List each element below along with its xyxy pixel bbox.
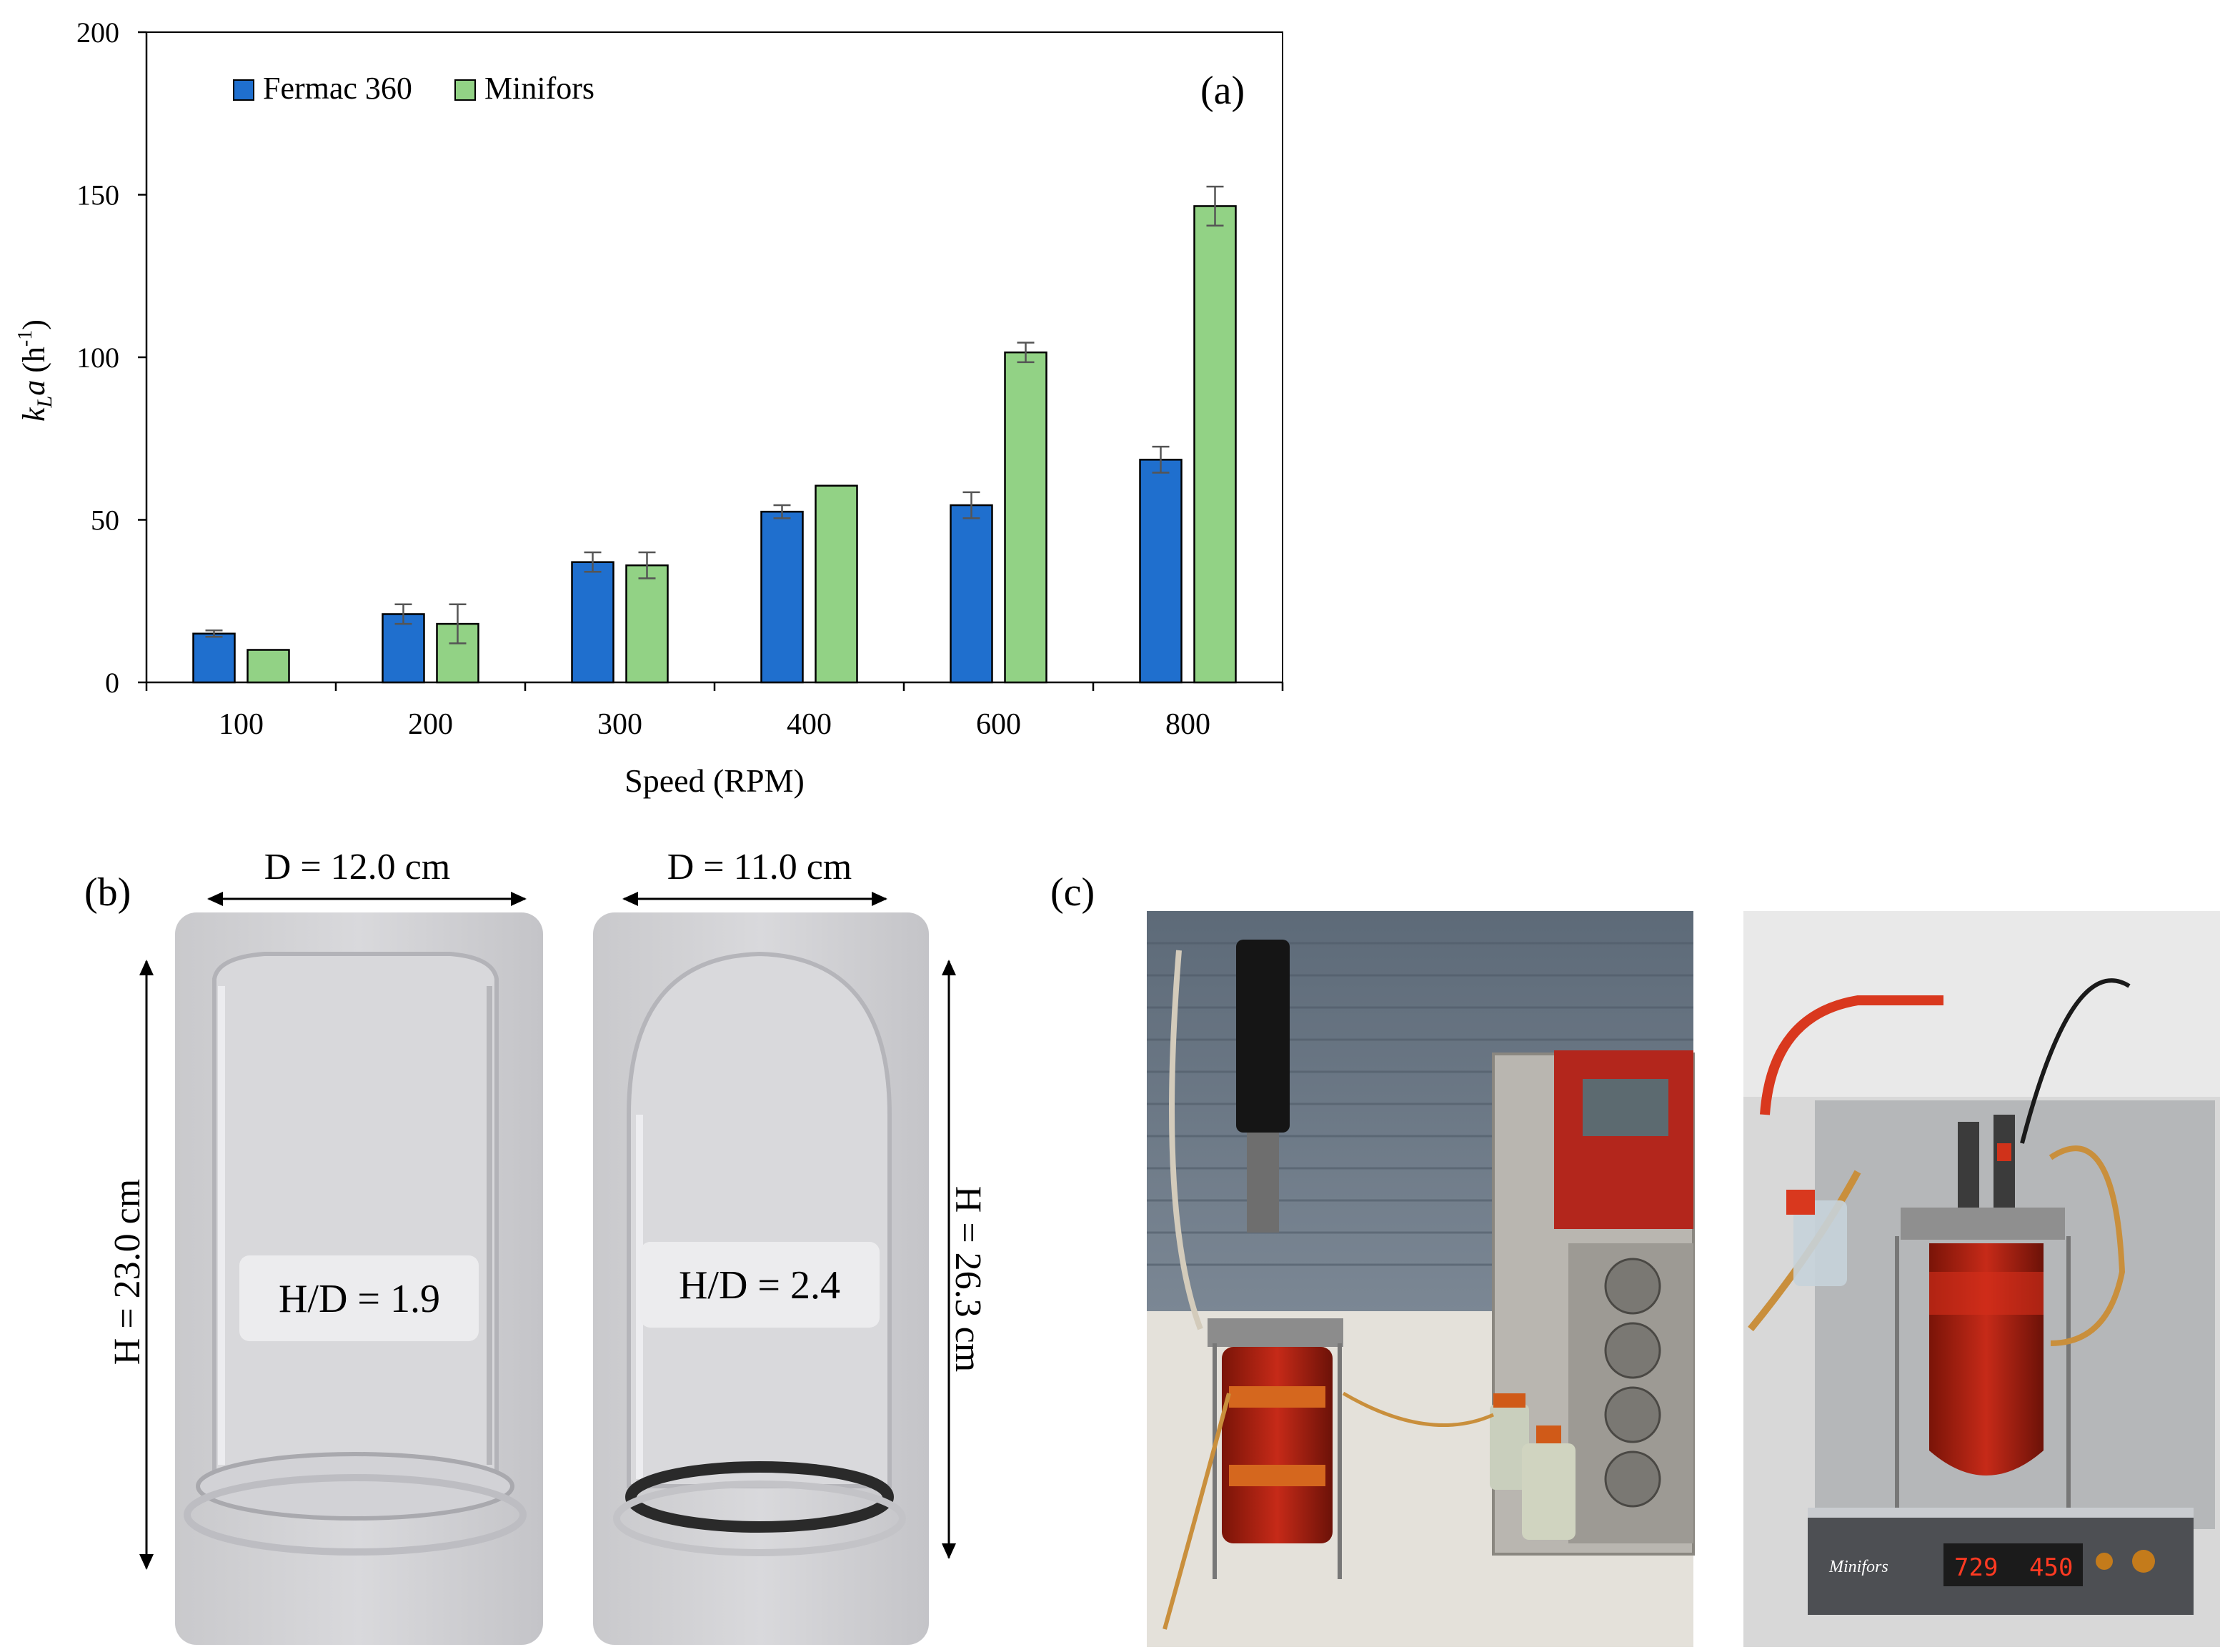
chart-panel-a: 0 50 100 150 200 100 200 300 400 600 800 Fermac 3… (14, 16, 1284, 799)
x-tick-label: 300 (597, 708, 642, 741)
x-tick-label: 600 (976, 708, 1021, 741)
legend-label-minifors: Minifors (484, 71, 594, 106)
vessel-2-height-arrow (942, 960, 956, 1559)
minifors-brand-label: Minifors (1828, 1558, 1888, 1576)
y-tick-label: 150 (76, 179, 119, 212)
panel-label-b: (b) (84, 870, 131, 915)
plot-frame (146, 31, 1283, 683)
vessel-2-diameter: D = 11.0 cm (667, 847, 852, 887)
vessel-1-ratio: H/D = 1.9 (279, 1277, 440, 1321)
photo-fermac-360 (1147, 911, 1695, 1647)
vessel-2-height: H = 26.3 cm (947, 1186, 988, 1372)
x-tick-label: 200 (408, 708, 453, 741)
y-tick-label: 50 (91, 504, 119, 537)
bar-minifors-600 (1004, 351, 1047, 684)
error-bar-minifors-600 (1017, 342, 1035, 364)
bar-minifors-100 (247, 649, 290, 684)
vessel-2-diameter-arrow (622, 892, 887, 906)
legend-label-fermac: Fermac 360 (263, 71, 412, 106)
x-tick-label: 100 (219, 708, 264, 741)
x-ticks: 100 200 300 400 600 800 (145, 682, 1284, 741)
y-tick-label: 100 (76, 342, 119, 374)
bar-fermac-400 (760, 510, 804, 684)
legend: Fermac 360 Minifors (233, 71, 594, 106)
bar-fermac-200 (382, 613, 425, 684)
legend-swatch-minifors (454, 79, 476, 101)
legend-swatch-fermac (233, 79, 254, 101)
panel-c: (c) (1050, 870, 2220, 1647)
bar-minifors-300 (625, 564, 669, 684)
error-bar-fermac-800 (1152, 445, 1170, 474)
x-axis-label: Speed (RPM) (624, 762, 805, 799)
bar-fermac-300 (571, 561, 614, 684)
vessel-2-ratio-box (640, 1242, 880, 1328)
bar-minifors-400 (815, 484, 858, 684)
bars (192, 205, 1237, 684)
vessel-1-height-arrow (139, 960, 154, 1570)
error-bar-fermac-200 (394, 603, 412, 625)
error-bar-fermac-600 (962, 491, 980, 519)
vessel-2-ratio: H/D = 2.4 (679, 1263, 840, 1308)
vessel-1-diameter-arrow (207, 892, 527, 906)
panel-label-c: (c) (1050, 870, 1095, 915)
x-tick-label: 800 (1165, 708, 1210, 741)
y-ticks: 0 50 100 150 200 (76, 16, 146, 699)
y-axis-label: kLa(h-1) (14, 319, 56, 422)
y-tick-label: 200 (76, 16, 119, 49)
x-tick-label: 400 (787, 708, 832, 741)
panel-b: (b) D = 12.0 cm H = 23.0 cm H/D = 1.9 (84, 847, 988, 1645)
vessel-1-ratio-box (239, 1255, 479, 1341)
error-bar-minifors-800 (1206, 185, 1224, 227)
error-bar-minifors-200 (449, 603, 467, 645)
photo-minifors (1743, 911, 2220, 1647)
bar-fermac-600 (950, 504, 993, 684)
bar-fermac-100 (192, 632, 236, 684)
vessel-1-photo (175, 912, 543, 1645)
bar-fermac-800 (1139, 459, 1183, 684)
error-bar-fermac-300 (584, 551, 602, 573)
minifors-display-left: 729 (1954, 1553, 1998, 1582)
error-bar-fermac-400 (773, 504, 791, 519)
bar-minifors-800 (1193, 205, 1237, 684)
error-bar-minifors-300 (638, 551, 656, 579)
error-bar-fermac-100 (205, 629, 223, 638)
minifors-display-right: 450 (2029, 1553, 2073, 1582)
panel-label-a: (a) (1200, 69, 1245, 113)
error-bars (205, 185, 1224, 645)
y-tick-label: 0 (105, 667, 119, 699)
vessel-1-diameter: D = 12.0 cm (264, 847, 450, 887)
vessel-2-photo (593, 912, 929, 1645)
vessel-1-height: H = 23.0 cm (107, 1179, 148, 1365)
